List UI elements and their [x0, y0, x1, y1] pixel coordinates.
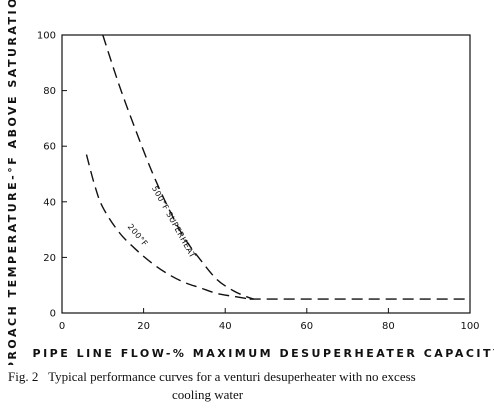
x-tick-label: 20	[137, 321, 150, 332]
y-axis-ticks: 0 20 40 60 80 100	[37, 31, 67, 320]
x-axis-label: PIPE LINE FLOW-% MAXIMUM DESUPERHEATER C…	[33, 347, 494, 360]
caption-line-1: Typical performance curves for a venturi…	[48, 369, 416, 384]
y-tick-label: 60	[43, 142, 56, 153]
y-tick-label: 20	[43, 253, 56, 264]
caption-line-2: cooling water	[172, 387, 244, 402]
curve-label: 200°F	[126, 222, 150, 248]
x-tick-label: 80	[382, 321, 395, 332]
x-tick-label: 60	[300, 321, 313, 332]
x-tick-label: 0	[59, 321, 65, 332]
x-tick-label: 40	[219, 321, 232, 332]
x-tick-label: 100	[460, 321, 479, 332]
chart: 0 20 40 60 80 100 0 20 40 60 80 100 500°F SUPERHEA…	[6, 0, 494, 365]
x-axis-ticks: 0 20 40 60 80 100	[59, 308, 480, 332]
series-line-500-f-superheat	[102, 34, 254, 300]
figure-caption: Fig. 2 Typical performance curves for a …	[8, 368, 488, 404]
y-tick-label: 80	[43, 86, 56, 97]
series-line-200-f	[85, 154, 250, 300]
caption-label: Fig. 2	[8, 369, 39, 384]
y-axis-label: APPROACH TEMPERATURE-°F ABOVE SATURATION	[6, 0, 19, 365]
curve-label: 500°F SUPERHEAT	[150, 185, 197, 260]
y-tick-label: 0	[50, 309, 56, 320]
y-tick-label: 40	[43, 197, 56, 208]
y-tick-label: 100	[37, 31, 56, 42]
plot-frame	[61, 34, 471, 314]
series-group	[85, 34, 470, 300]
